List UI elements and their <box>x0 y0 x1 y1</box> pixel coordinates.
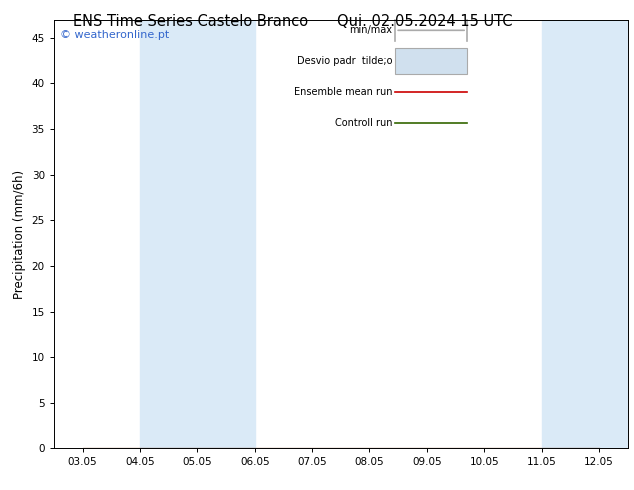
Text: Qui. 02.05.2024 15 UTC: Qui. 02.05.2024 15 UTC <box>337 14 512 29</box>
Bar <box>628 20 634 448</box>
Text: © weatheronline.pt: © weatheronline.pt <box>60 30 169 40</box>
FancyBboxPatch shape <box>395 49 467 74</box>
Text: Desvio padr  tilde;o: Desvio padr tilde;o <box>297 56 392 66</box>
Y-axis label: Precipitation (mm/6h): Precipitation (mm/6h) <box>13 170 26 298</box>
Bar <box>541 20 628 448</box>
Text: ENS Time Series Castelo Branco: ENS Time Series Castelo Branco <box>73 14 307 29</box>
Text: min/max: min/max <box>349 25 392 35</box>
Text: Controll run: Controll run <box>335 118 392 128</box>
Text: Ensemble mean run: Ensemble mean run <box>294 87 392 97</box>
Bar <box>140 20 255 448</box>
